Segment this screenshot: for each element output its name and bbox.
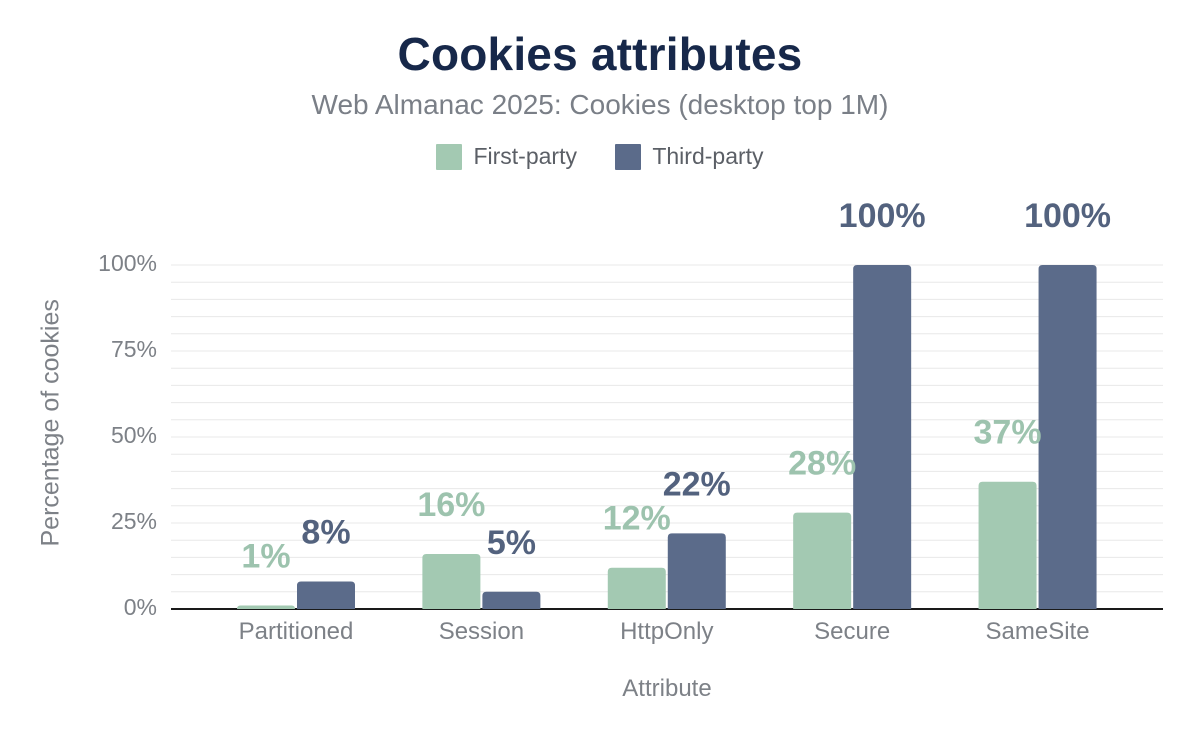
svg-text:16%: 16% — [417, 486, 485, 524]
svg-text:100%: 100% — [98, 250, 157, 276]
svg-text:12%: 12% — [603, 500, 671, 538]
svg-text:28%: 28% — [788, 445, 856, 483]
svg-text:1%: 1% — [241, 538, 290, 576]
svg-text:Secure: Secure — [814, 618, 890, 645]
svg-text:25%: 25% — [111, 508, 157, 534]
svg-text:100%: 100% — [1024, 197, 1111, 235]
svg-text:SameSite: SameSite — [986, 618, 1090, 645]
svg-text:22%: 22% — [663, 465, 731, 503]
svg-text:5%: 5% — [487, 524, 536, 562]
svg-text:75%: 75% — [111, 336, 157, 362]
svg-text:0%: 0% — [124, 594, 157, 620]
svg-text:50%: 50% — [111, 422, 157, 448]
svg-text:100%: 100% — [839, 197, 926, 235]
svg-text:Partitioned: Partitioned — [239, 618, 354, 645]
svg-text:37%: 37% — [974, 414, 1042, 452]
svg-text:8%: 8% — [301, 513, 350, 551]
svg-text:HttpOnly: HttpOnly — [620, 618, 713, 645]
svg-text:Session: Session — [439, 618, 524, 645]
